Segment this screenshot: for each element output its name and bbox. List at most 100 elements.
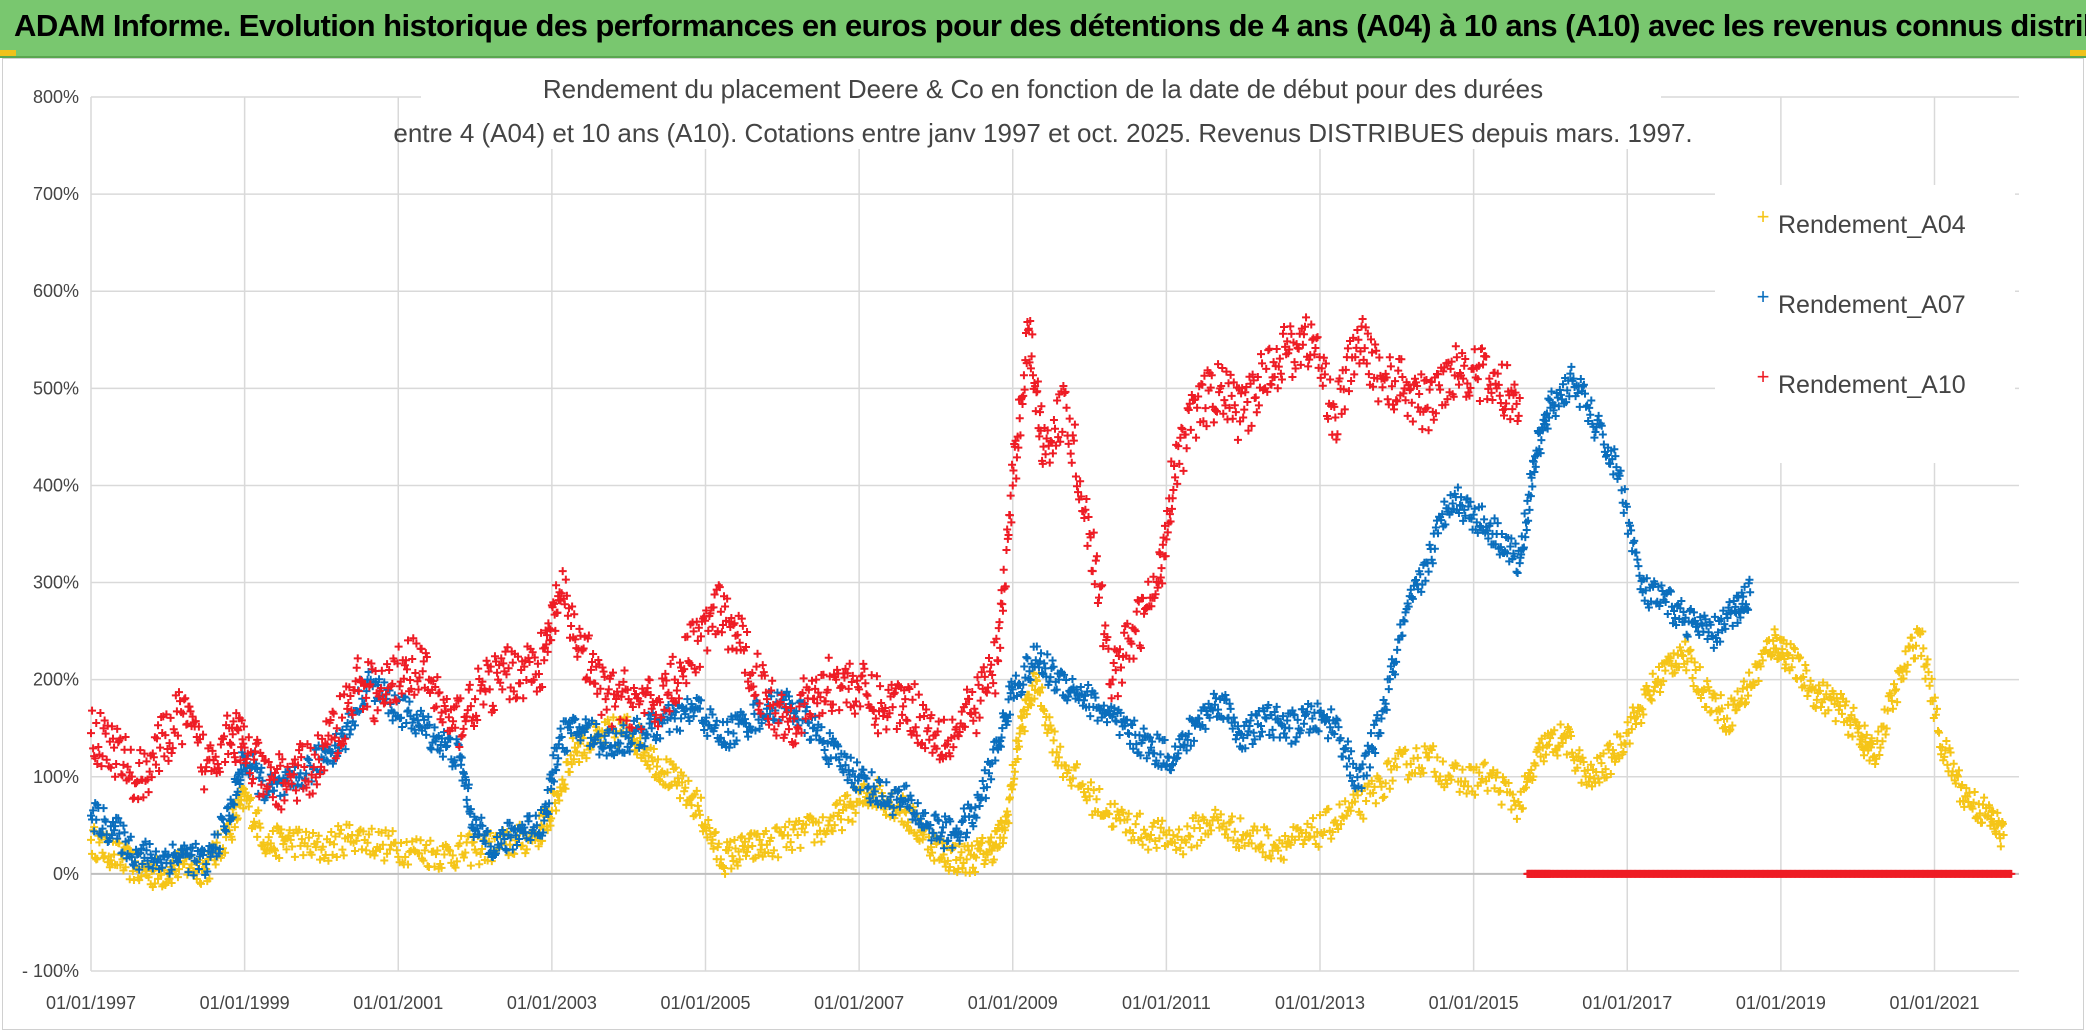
point-a04-dense <box>1522 783 1530 792</box>
header-banner: ADAM Informe. Evolution historique des p… <box>0 0 2086 58</box>
point-a04-dense <box>1865 756 1874 765</box>
point-a04-dense <box>309 828 318 837</box>
point-a04-dense <box>1685 647 1694 656</box>
point-a04-dense <box>662 755 671 764</box>
x-tick-label: 01/01/2021 <box>1889 993 1979 1013</box>
point-a04-dense <box>1837 709 1846 718</box>
point-a04-dense <box>1290 835 1299 844</box>
point-a10-dense <box>406 676 415 685</box>
point-a04-dense <box>1932 704 1941 713</box>
point-a04-dense <box>1061 761 1070 770</box>
point-a04-dense <box>696 793 705 802</box>
point-a04-dense <box>977 839 986 848</box>
point-a10-dense <box>1371 340 1380 349</box>
x-tick-label: 01/01/2007 <box>814 993 904 1013</box>
point-a10-dense <box>1220 396 1229 405</box>
point-a04-dense <box>371 846 380 855</box>
point-a04-dense <box>736 833 745 842</box>
point-a04-dense <box>694 806 703 815</box>
point-a04-dense <box>711 828 720 837</box>
point-a07-dense <box>712 716 721 725</box>
point-a04-dense <box>1020 727 1029 736</box>
point-a04-dense <box>1438 757 1447 766</box>
point-a04-dense <box>1936 742 1945 751</box>
point-a04-dense <box>663 768 672 777</box>
point-a07-dense <box>1156 750 1165 759</box>
point-a10-dense <box>292 796 301 805</box>
point-a04-dense <box>558 775 567 784</box>
point-a04-dense <box>1953 772 1962 781</box>
point-a10-dense <box>1179 466 1188 475</box>
point-a04-dense <box>1447 775 1456 784</box>
point-a04-dense <box>452 857 461 866</box>
point-a10-dense <box>597 710 606 719</box>
point-a04-dense <box>1181 838 1190 847</box>
point-a10-dense <box>1302 313 1311 322</box>
point-a04-dense <box>394 852 403 861</box>
point-a04-dense <box>1882 724 1891 733</box>
point-a04-dense <box>1732 705 1741 714</box>
point-a04-dense <box>1140 825 1149 834</box>
point-a04-dense <box>1274 846 1283 855</box>
point-a10-dense <box>1209 418 1218 427</box>
point-a04-dense <box>510 849 519 858</box>
point-a04-dense <box>1696 693 1705 702</box>
point-a04-dense <box>1639 710 1648 719</box>
point-a04-dense <box>1194 817 1203 826</box>
point-a10-dense <box>1304 362 1313 371</box>
point-a04-dense <box>836 815 845 824</box>
point-a10 <box>156 743 165 752</box>
point-a04-dense <box>1156 823 1165 832</box>
point-a07-dense <box>1086 712 1095 721</box>
point-a04-dense <box>504 851 513 860</box>
point-a04-dense <box>228 835 237 844</box>
point-a10-dense <box>1129 654 1138 663</box>
point-a04-dense <box>1489 766 1498 775</box>
point-a04-dense <box>1018 722 1027 731</box>
point-a04-dense <box>1562 750 1571 759</box>
point-a04-dense <box>1384 757 1393 766</box>
point-a07-dense <box>1163 752 1172 761</box>
point-a07-dense <box>1567 362 1576 371</box>
point-a04-dense <box>195 878 204 887</box>
point-a04-dense <box>1625 739 1634 748</box>
point-a10-dense <box>1007 518 1016 527</box>
point-a04-dense <box>1403 775 1412 784</box>
point-a04-dense <box>1931 710 1940 719</box>
point-a04-dense <box>1706 708 1715 717</box>
point-a10-dense <box>827 706 836 715</box>
point-a10-dense <box>873 729 882 738</box>
point-a04-dense <box>1015 729 1024 738</box>
point-a04-dense <box>1148 822 1157 831</box>
point-a07-dense <box>1480 515 1489 524</box>
point-a04-dense <box>708 835 717 844</box>
point-a04-dense <box>1335 800 1344 809</box>
point-a04-dense <box>118 855 127 864</box>
point-a04-dense <box>745 834 754 843</box>
point-a04-dense <box>1883 706 1892 715</box>
point-a10-dense <box>971 708 980 717</box>
point-a07-dense <box>1084 681 1093 690</box>
point-a10-dense <box>604 685 613 694</box>
point-a04-dense <box>1567 732 1576 741</box>
point-a04-dense <box>211 860 220 869</box>
point-a10-dense <box>570 610 579 619</box>
point-a04-dense <box>705 824 714 833</box>
point-a04-dense <box>1381 779 1390 788</box>
point-a04-dense <box>1162 830 1171 839</box>
point-a04-dense <box>795 817 804 826</box>
point-a04-dense <box>1831 717 1840 726</box>
point-a10-dense <box>1311 343 1320 352</box>
point-a04-dense <box>297 835 306 844</box>
point-a04-dense <box>1901 647 1910 656</box>
point-a04-dense <box>1745 668 1754 677</box>
point-a10-dense <box>344 698 353 707</box>
point-a04-dense <box>633 750 642 759</box>
point-a04-dense <box>1820 695 1829 704</box>
point-a04-dense <box>99 853 108 862</box>
point-a04-dense <box>738 841 747 850</box>
point-a10-dense <box>459 724 468 733</box>
point-a07-dense <box>556 724 565 733</box>
point-a04-dense <box>1801 660 1810 669</box>
point-a04-dense <box>1089 786 1098 795</box>
